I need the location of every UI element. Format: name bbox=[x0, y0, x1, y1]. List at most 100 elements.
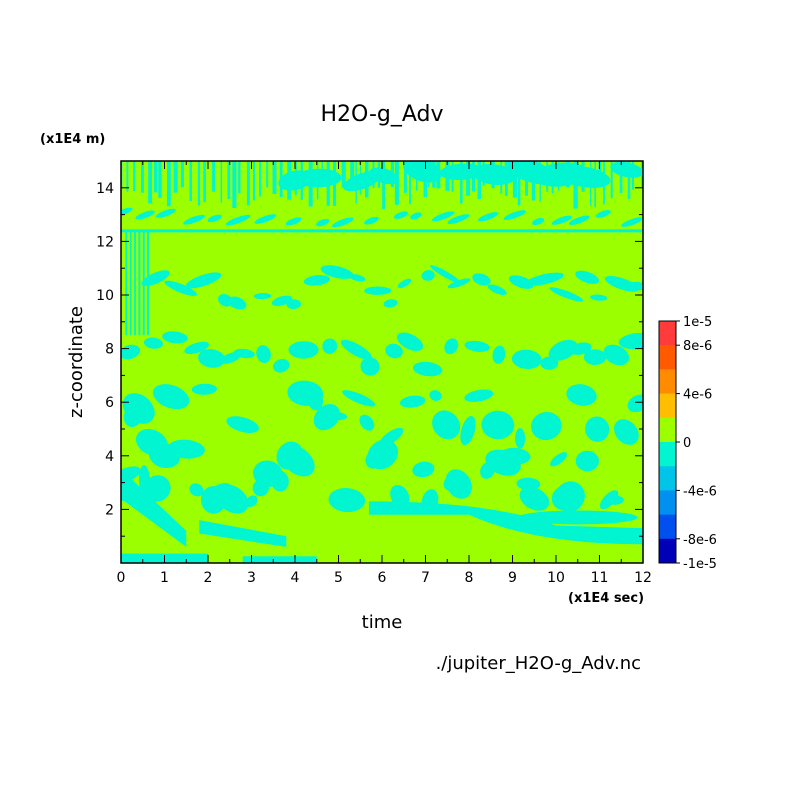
negative-region bbox=[368, 167, 399, 185]
x-tick-label: 5 bbox=[334, 570, 343, 586]
x-tick-label: 8 bbox=[465, 570, 474, 586]
x-unit-label: (x1E4 sec) bbox=[568, 591, 644, 606]
negative-region bbox=[256, 345, 271, 364]
colorbar-swatch bbox=[659, 393, 676, 419]
negative-region bbox=[550, 452, 568, 467]
negative-region bbox=[569, 342, 592, 355]
negative-region bbox=[285, 217, 302, 226]
negative-region bbox=[575, 450, 599, 472]
negative-region bbox=[517, 161, 521, 206]
negative-region bbox=[397, 278, 412, 289]
negative-region bbox=[472, 163, 516, 186]
negative-region bbox=[286, 299, 302, 310]
x-tick-label: 6 bbox=[378, 570, 387, 586]
negative-region bbox=[180, 161, 184, 188]
negative-region bbox=[478, 212, 499, 222]
negative-region bbox=[508, 275, 534, 289]
x-tick-label: 3 bbox=[247, 570, 256, 586]
negative-region bbox=[412, 361, 443, 377]
negative-region bbox=[138, 230, 141, 336]
x-tick-label: 0 bbox=[117, 570, 126, 586]
negative-region bbox=[246, 161, 250, 206]
x-tick-label: 2 bbox=[204, 570, 213, 586]
negative-region bbox=[342, 390, 376, 407]
negative-region bbox=[575, 270, 600, 284]
negative-region bbox=[227, 296, 247, 310]
negative-region bbox=[360, 357, 380, 376]
negative-region bbox=[281, 445, 315, 477]
y-tick-label: 4 bbox=[105, 449, 114, 465]
negative-region bbox=[603, 344, 630, 366]
negative-region bbox=[566, 384, 597, 406]
colorbar-label: 4e-6 bbox=[683, 388, 712, 403]
x-axis: 0 1 2 3 4 5 6 7 8 9 10 11 12 bbox=[117, 161, 652, 586]
negative-region bbox=[402, 161, 442, 183]
negative-region bbox=[226, 416, 259, 433]
negative-region bbox=[382, 161, 385, 210]
negative-region bbox=[183, 214, 205, 225]
negative-region bbox=[472, 273, 491, 286]
negative-region bbox=[460, 161, 463, 204]
negative-region bbox=[610, 161, 643, 178]
negative-region bbox=[511, 349, 542, 369]
negative-region bbox=[623, 281, 643, 291]
negative-region bbox=[403, 161, 407, 193]
negative-region bbox=[439, 163, 484, 180]
negative-region bbox=[431, 211, 455, 222]
negative-region bbox=[303, 275, 330, 286]
negative-region bbox=[487, 284, 507, 295]
colorbar-swatch bbox=[659, 321, 676, 346]
heatmap-field bbox=[121, 161, 643, 563]
negative-region bbox=[197, 161, 201, 206]
negative-region bbox=[167, 439, 205, 459]
negative-region bbox=[492, 345, 506, 364]
negative-region bbox=[383, 299, 398, 308]
negative-region bbox=[340, 339, 372, 360]
negative-region bbox=[167, 161, 171, 207]
negative-region bbox=[212, 161, 216, 192]
negative-region bbox=[393, 211, 408, 219]
negative-region bbox=[220, 352, 241, 364]
x-tick-label: 7 bbox=[421, 570, 430, 586]
negative-region bbox=[143, 337, 163, 349]
negative-region bbox=[129, 230, 132, 336]
negative-region bbox=[121, 466, 141, 483]
negative-region bbox=[184, 341, 210, 354]
colorbar-swatch bbox=[659, 538, 676, 564]
negative-region bbox=[447, 214, 470, 224]
colorbar-swatch bbox=[659, 514, 676, 540]
negative-region bbox=[253, 292, 272, 300]
negative-region bbox=[134, 230, 137, 336]
negative-region bbox=[618, 332, 643, 350]
negative-region bbox=[189, 161, 192, 202]
negative-region bbox=[199, 520, 287, 547]
negative-region bbox=[627, 161, 631, 200]
negative-region bbox=[368, 501, 643, 545]
y-tick-label: 6 bbox=[105, 395, 114, 411]
colorbar-label: -4e-6 bbox=[683, 484, 717, 499]
colorbar: 1e-5 8e-6 4e-6 0 -4e-6 -8e-6 -1e-5 bbox=[658, 315, 717, 572]
negative-region bbox=[126, 161, 129, 192]
negative-region bbox=[225, 214, 251, 226]
negative-region bbox=[399, 395, 426, 408]
colorbar-label: 8e-6 bbox=[683, 339, 712, 354]
negative-region bbox=[590, 294, 608, 301]
negative-region bbox=[432, 410, 461, 440]
negative-region bbox=[519, 486, 550, 511]
negative-region bbox=[227, 161, 231, 200]
negative-region bbox=[252, 161, 256, 201]
negative-region bbox=[141, 270, 170, 287]
negative-region bbox=[595, 210, 611, 218]
colorbar-swatch bbox=[659, 369, 676, 395]
x-tick-label: 1 bbox=[160, 570, 169, 586]
negative-region bbox=[460, 415, 476, 446]
negative-region bbox=[445, 469, 472, 499]
negative-region bbox=[568, 215, 590, 225]
negative-region bbox=[266, 161, 269, 188]
negative-region bbox=[551, 215, 572, 225]
negative-region bbox=[158, 161, 162, 198]
negative-region bbox=[409, 161, 412, 205]
negative-region bbox=[364, 286, 392, 295]
negative-region bbox=[232, 161, 237, 208]
